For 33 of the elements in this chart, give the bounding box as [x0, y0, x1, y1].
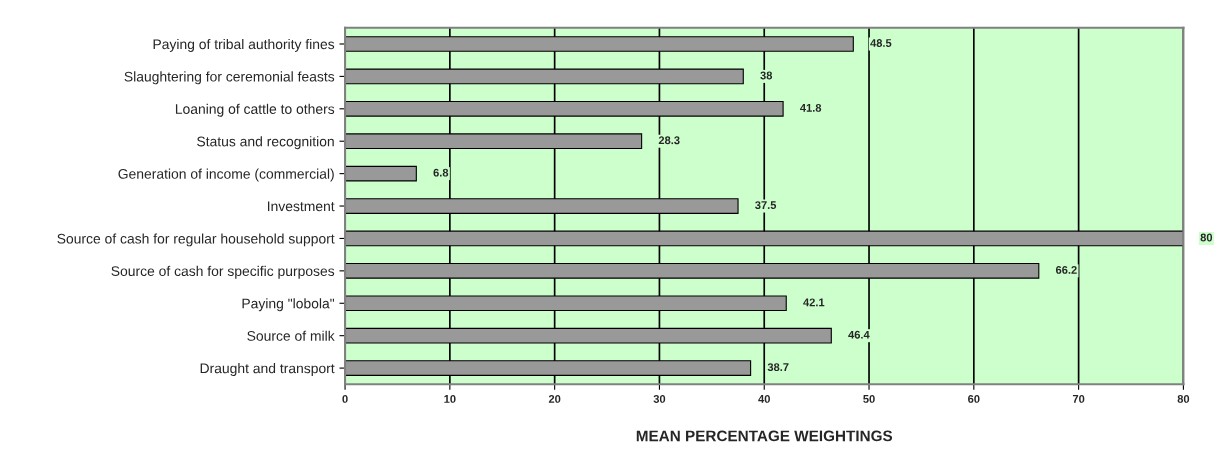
data-label: 38: [760, 71, 773, 80]
x-tick-label: 30: [653, 395, 666, 403]
x-tick-label: 0: [342, 395, 348, 403]
y-tick-label: Source of cash for regular household support: [57, 233, 335, 247]
data-label: 38.7: [767, 363, 789, 372]
x-tick-label: 10: [444, 395, 456, 403]
y-tick-label: Status and recognition: [197, 136, 334, 150]
data-label: 66.2: [1055, 265, 1077, 274]
data-label: 80: [1200, 233, 1213, 242]
x-tick-label: 50: [863, 395, 875, 403]
data-label: 42.1: [803, 298, 825, 307]
data-label: 37.5: [755, 201, 777, 210]
bar: [345, 165, 417, 182]
data-label: 28.3: [658, 136, 680, 145]
x-tick-label: 60: [968, 395, 980, 403]
data-label: 6.8: [433, 168, 449, 177]
x-tick-label: 40: [758, 395, 770, 403]
y-tick-label: Slaughtering for ceremonial feasts: [124, 71, 335, 85]
data-label: 48.5: [870, 39, 892, 47]
data-label: 46.4: [848, 330, 870, 339]
y-tick-label: Investment: [268, 201, 335, 212]
data-label: 41.8: [800, 103, 822, 112]
y-tick-label: Loaning of cattle to others: [175, 103, 335, 117]
y-tick-label: Paying of tribal authority fines: [153, 38, 335, 52]
x-tick-label: 80: [1177, 395, 1190, 403]
y-tick-label: Source of cash for specific purposes: [111, 265, 335, 279]
y-tick-label: Draught and transport: [200, 363, 335, 376]
y-tick-label: Generation of income (commercial): [118, 168, 334, 182]
y-tick-label: Paying "lobola": [242, 298, 335, 312]
x-axis-title: MEAN PERCENTAGE WEIGHTINGS: [636, 430, 893, 442]
y-tick-label: Source of milk: [247, 330, 335, 341]
x-tick-label: 70: [1072, 395, 1085, 403]
x-tick-label: 20: [548, 395, 561, 403]
